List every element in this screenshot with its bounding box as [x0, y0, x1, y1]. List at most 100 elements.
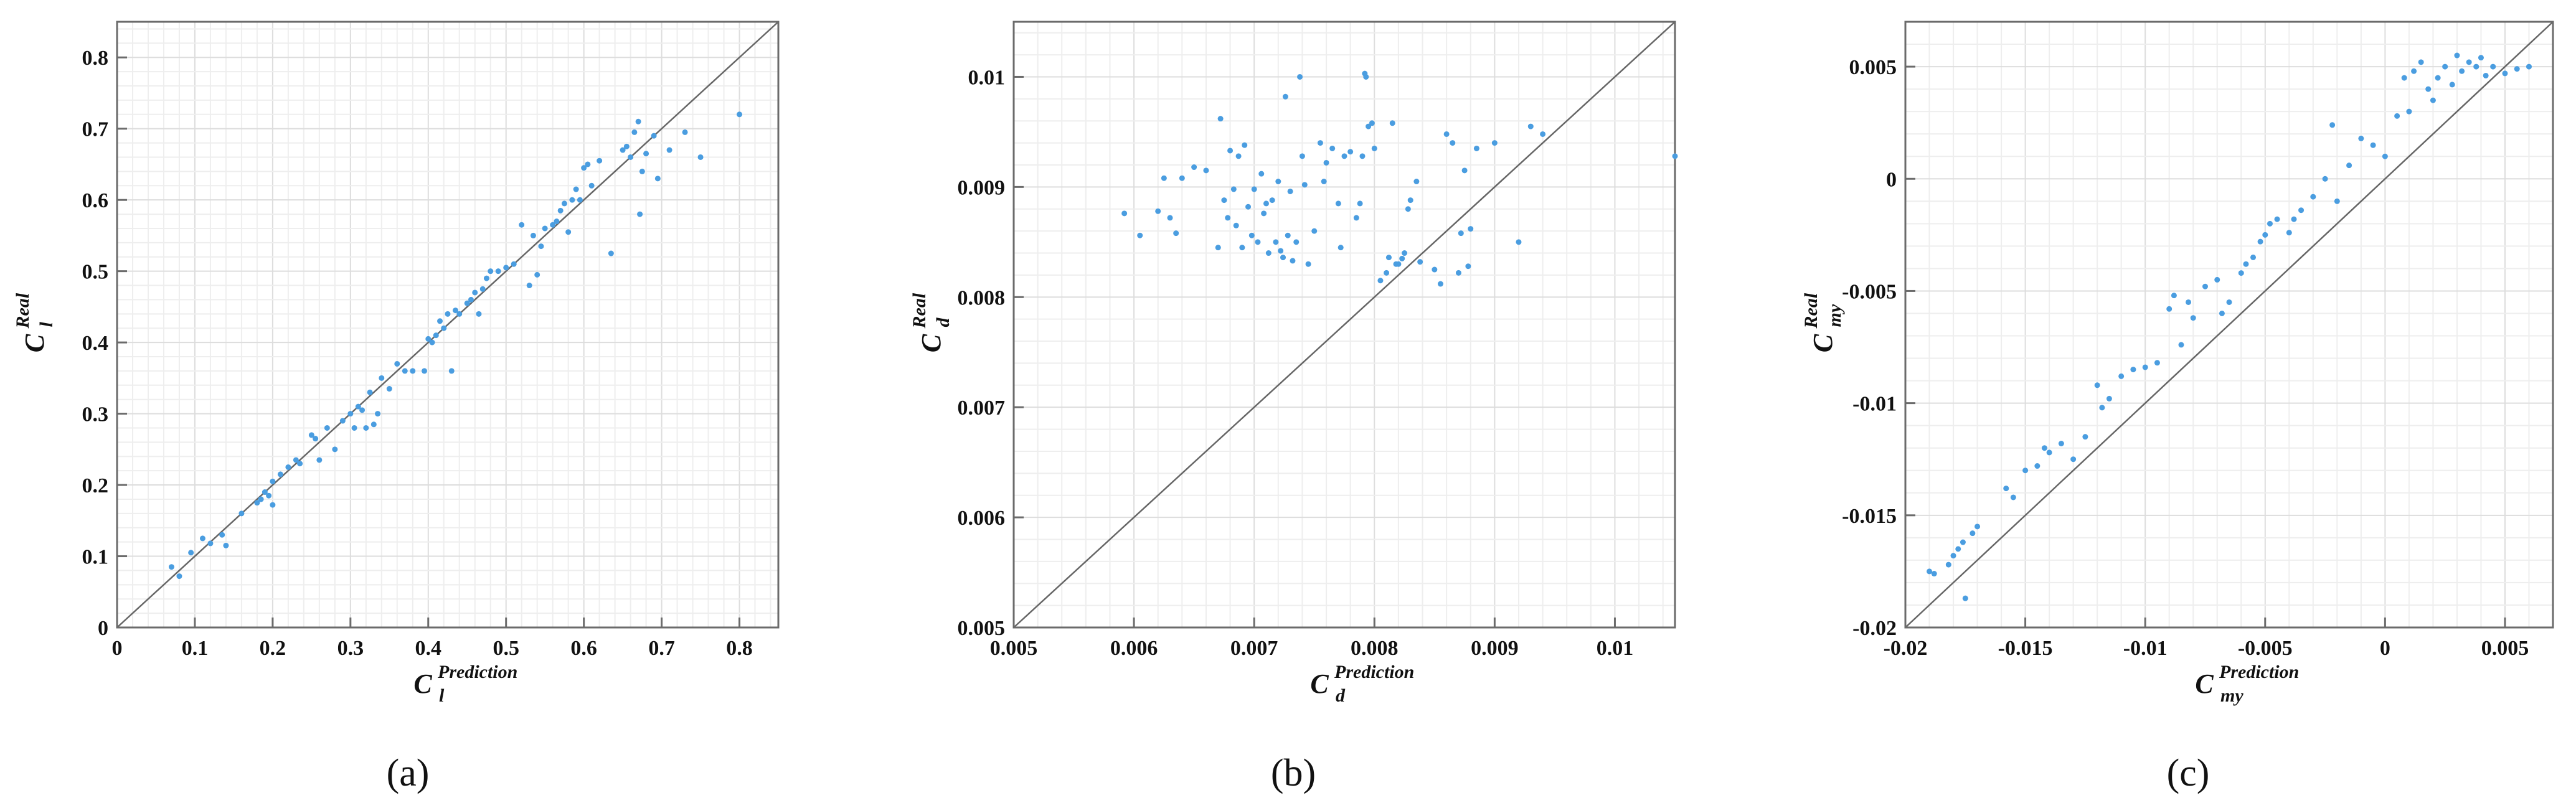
y-tick-label: 0.005: [958, 617, 1006, 640]
x-axis-label-sub: my: [2220, 685, 2243, 706]
x-axis-label-sup: Prediction: [437, 662, 517, 682]
data-point: [258, 496, 264, 502]
data-point: [266, 492, 272, 499]
data-point: [2046, 449, 2052, 456]
data-point: [1217, 116, 1224, 122]
data-point: [199, 535, 205, 542]
data-point: [666, 147, 672, 153]
x-axis-label-sup: Prediction: [2219, 662, 2299, 682]
data-point: [1245, 204, 1252, 210]
data-point: [2473, 63, 2479, 70]
y-axis-label-sub: my: [1824, 304, 1845, 327]
data-point: [2418, 59, 2424, 65]
data-point: [285, 464, 291, 470]
data-point: [530, 232, 536, 238]
data-point: [1377, 278, 1384, 284]
data-point: [1450, 140, 1456, 146]
data-point: [1950, 553, 1956, 559]
data-point: [1402, 250, 1408, 256]
data-point: [503, 265, 509, 271]
data-point: [207, 540, 214, 547]
data-point: [324, 425, 330, 431]
data-point: [379, 375, 385, 381]
x-axis-label-base: C: [2195, 669, 2214, 699]
data-point: [1280, 255, 1286, 261]
data-point: [1461, 167, 1468, 174]
data-point: [1221, 197, 1227, 204]
data-point: [367, 389, 373, 395]
y-axis-label-sup: Real: [909, 293, 930, 329]
data-point: [429, 339, 435, 345]
data-point: [2322, 176, 2328, 182]
data-point: [1432, 266, 1438, 273]
data-point: [2166, 306, 2173, 312]
data-point: [2478, 55, 2484, 61]
data-points: [1121, 70, 1678, 287]
y-tick-label: 0.009: [958, 176, 1006, 199]
x-axis-label-sub: l: [439, 685, 445, 706]
data-point: [433, 332, 439, 339]
data-point: [351, 425, 357, 431]
data-point: [332, 446, 338, 453]
data-point: [1317, 140, 1323, 146]
data-points: [168, 111, 743, 580]
data-point: [1443, 131, 1450, 137]
data-point: [456, 311, 463, 317]
data-point: [1167, 215, 1173, 221]
data-point: [1248, 232, 1255, 238]
data-point: [262, 489, 268, 496]
y-axis-label-base: C: [916, 334, 946, 352]
panel-caption: (a): [387, 752, 430, 794]
data-point: [1251, 186, 1257, 192]
y-tick-label: 0.8: [82, 47, 109, 70]
data-point: [2250, 254, 2257, 260]
data-point: [2202, 283, 2208, 289]
data-point: [561, 200, 567, 207]
data-point: [313, 436, 319, 442]
x-tick-label: 0.3: [337, 637, 364, 660]
data-point: [1960, 539, 1966, 545]
data-point: [2425, 86, 2432, 92]
data-point: [437, 318, 443, 324]
data-point: [2435, 75, 2441, 81]
y-axis-label-base: C: [19, 334, 50, 352]
y-axis-label-sup: Real: [12, 293, 33, 329]
data-point: [1299, 153, 1305, 159]
data-point: [643, 151, 649, 157]
data-point: [628, 154, 634, 160]
data-point: [1242, 142, 1248, 148]
data-point: [534, 271, 540, 278]
data-point: [588, 182, 595, 189]
data-point: [2094, 382, 2100, 388]
data-point: [2058, 440, 2064, 446]
data-point: [2454, 52, 2460, 59]
data-point: [1371, 145, 1377, 151]
data-point: [1366, 123, 1372, 129]
data-point: [2449, 82, 2455, 88]
data-point: [2483, 72, 2489, 78]
x-tick-label: 0: [112, 637, 123, 660]
x-axis-label-base: C: [413, 669, 432, 699]
data-point: [682, 129, 688, 135]
identity-line: [116, 21, 779, 628]
data-point: [1275, 179, 1281, 185]
x-tick-label: -0.01: [2123, 637, 2168, 660]
data-point: [2358, 135, 2364, 141]
y-tick-label: 0.01: [968, 66, 1006, 89]
data-point: [550, 222, 556, 228]
data-point: [1353, 215, 1359, 221]
x-tick-label: 0.005: [990, 637, 1038, 660]
data-point: [410, 368, 416, 374]
data-points: [1927, 52, 2532, 601]
data-point: [2154, 360, 2160, 366]
y-tick-label: -0.01: [1852, 393, 1897, 416]
data-point: [2171, 293, 2177, 299]
data-point: [1970, 530, 1976, 537]
data-point: [1357, 200, 1363, 207]
data-point: [2142, 364, 2148, 370]
data-point: [2459, 68, 2465, 74]
